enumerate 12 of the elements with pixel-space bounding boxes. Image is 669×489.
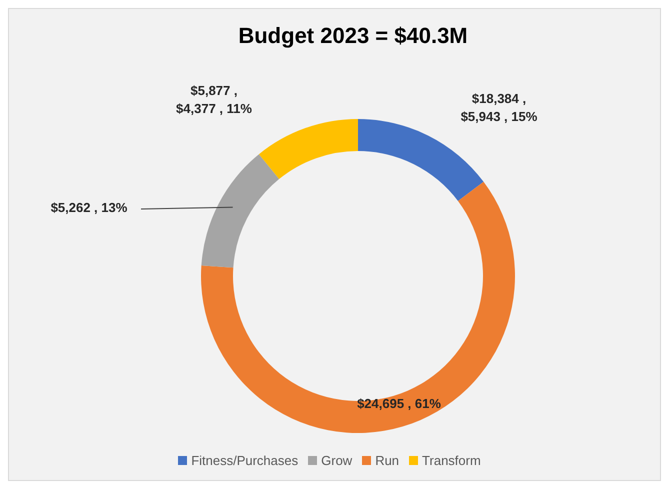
data-label: $5,877 , $4,377 , 11% [176,83,252,116]
data-label: $18,384 , $5,943 , 15% [460,91,538,124]
legend-label: Run [375,453,400,468]
legend-label: Fitness/Purchases [191,453,298,468]
legend-label: Grow [321,453,352,468]
donut-slice [201,182,515,433]
chart-title: Budget 2023 = $40.3M [238,23,468,48]
donut-slice [258,119,358,180]
data-label: $24,695 , 61% [357,396,442,412]
donut-slice [201,154,280,268]
data-label: $5,262 , 13% [50,200,128,216]
legend-label: Transform [422,453,481,468]
